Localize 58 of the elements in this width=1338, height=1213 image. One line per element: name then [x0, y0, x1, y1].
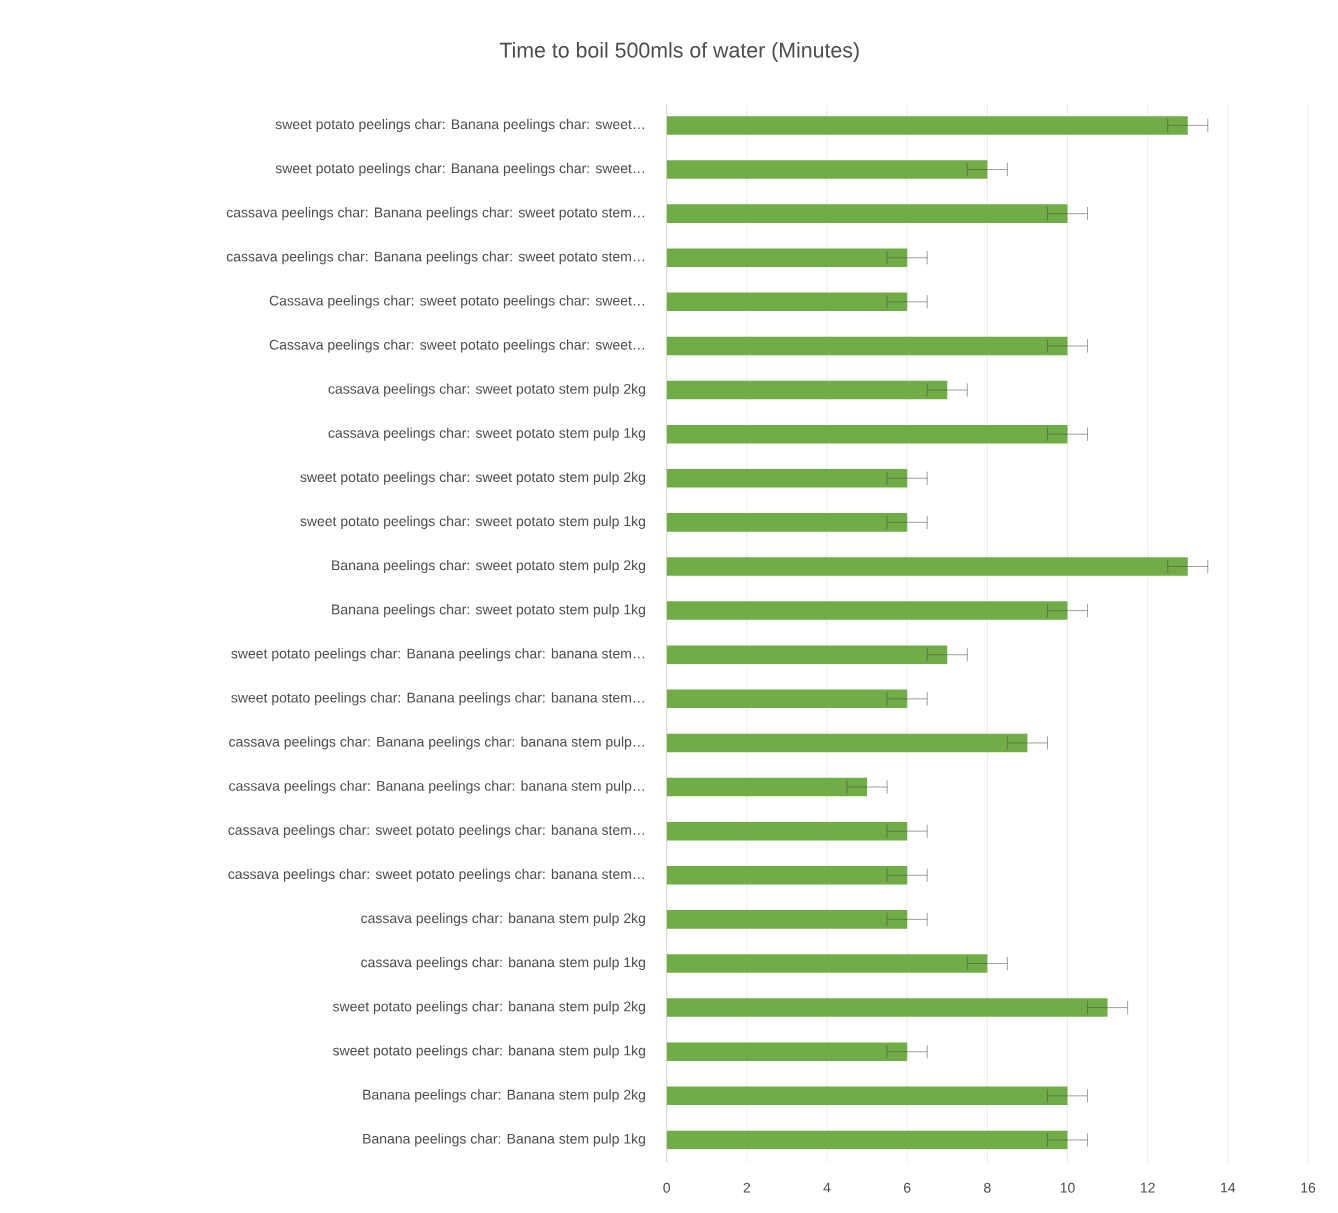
y-tick-label: cassava peelings char: Banana peelings char: sweet potato stem…	[226, 207, 644, 221]
y-tick-label: cassava peelings char: Banana peelings char: banana stem pulp…	[229, 780, 644, 794]
bar	[666, 160, 988, 179]
bar	[666, 292, 908, 312]
x-tick-label: 0	[663, 1182, 671, 1193]
bar	[666, 954, 988, 973]
y-tick-label: cassava peelings char: sweet potato peelings char: banana stem…	[228, 868, 644, 882]
bar	[666, 689, 908, 709]
y-tick-label: Banana peelings char: sweet potato stem pulp 2kg	[332, 559, 645, 574]
bar	[666, 469, 908, 488]
bar	[666, 645, 948, 664]
y-tick-label: sweet potato peelings char: Banana peelings char: sweet…	[275, 162, 644, 177]
bar	[666, 1042, 908, 1061]
bar	[666, 1130, 1068, 1150]
bar	[666, 248, 908, 267]
y-tick-label: sweet potato peelings char: banana stem pulp 2kg	[332, 1001, 645, 1015]
y-tick-label: cassava peelings char: sweet potato stem pulp 1kg	[328, 427, 645, 441]
y-tick-label: cassava peelings char: banana stem pulp 1kg	[361, 956, 645, 971]
y-tick-label: cassava peelings char: banana stem pulp 2kg	[361, 912, 645, 926]
y-tick-label: cassava peelings char: sweet potato stem pulp 2kg	[328, 383, 645, 397]
bar	[666, 821, 908, 841]
bar	[666, 733, 1028, 753]
y-tick-label: Banana peelings char: Banana stem pulp 2kg	[363, 1089, 645, 1103]
x-tick-label: 10	[1060, 1182, 1075, 1193]
x-tick-label: 2	[743, 1182, 751, 1193]
bar	[666, 204, 1068, 223]
bar	[666, 866, 908, 885]
x-tick-label: 4	[823, 1182, 831, 1193]
x-tick-label: 8	[984, 1182, 991, 1193]
bar	[666, 910, 908, 929]
x-tick-label: 12	[1140, 1182, 1155, 1193]
bar	[666, 1086, 1068, 1106]
y-tick-label: sweet potato peelings char: Banana peelings char: banana stem…	[231, 692, 644, 706]
x-tick-label: 14	[1221, 1182, 1236, 1193]
y-tick-label: sweet potato peelings char: Banana peelings char: banana stem…	[231, 648, 644, 662]
y-tick-label: sweet potato peelings char: banana stem pulp 1kg	[332, 1045, 645, 1059]
bar	[666, 557, 1188, 576]
y-tick-label: Banana peelings char: sweet potato stem pulp 1kg	[332, 604, 645, 618]
chart-title: Time to boil 500mls of water (Minutes)	[499, 42, 859, 62]
bar	[666, 380, 948, 400]
y-tick-label: cassava peelings char: Banana peelings char: sweet potato stem…	[226, 251, 644, 265]
x-tick-label: 6	[903, 1182, 911, 1193]
y-tick-label: Cassava peelings char: sweet potato peelings char: sweet…	[269, 295, 644, 309]
bar	[666, 116, 1188, 135]
bar	[666, 424, 1068, 444]
y-tick-label: Banana peelings char: Banana stem pulp 1kg	[363, 1133, 645, 1147]
y-tick-label: sweet potato peelings char: sweet potato stem pulp 1kg	[300, 515, 645, 529]
y-tick-label: cassava peelings char: Banana peelings char: banana stem pulp…	[229, 736, 644, 750]
bar	[666, 336, 1068, 356]
bar	[666, 513, 908, 532]
y-tick-label: sweet potato peelings char: sweet potato stem pulp 2kg	[300, 471, 645, 485]
x-tick-label: 16	[1301, 1182, 1316, 1193]
bar	[666, 998, 1108, 1017]
y-tick-label: Cassava peelings char: sweet potato peelings char: sweet…	[269, 339, 644, 353]
bar	[666, 777, 868, 797]
y-tick-label: sweet potato peelings char: Banana peelings char: sweet…	[275, 118, 644, 132]
y-tick-label: cassava peelings char: sweet potato peelings char: banana stem…	[228, 824, 644, 838]
bar	[666, 601, 1068, 620]
